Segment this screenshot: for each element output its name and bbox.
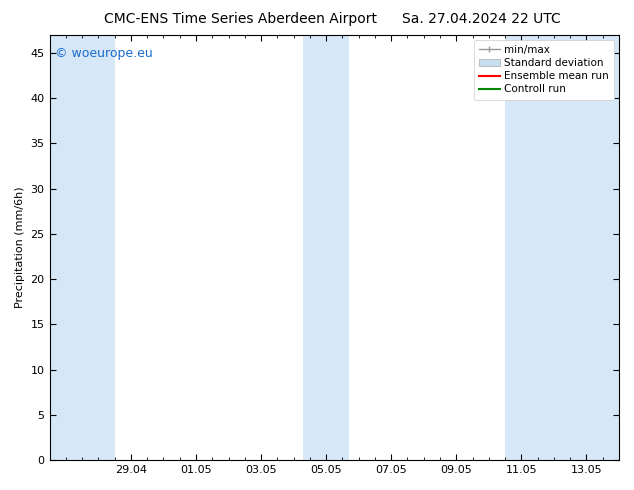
- Text: © woeurope.eu: © woeurope.eu: [55, 48, 153, 60]
- Legend: min/max, Standard deviation, Ensemble mean run, Controll run: min/max, Standard deviation, Ensemble me…: [474, 40, 614, 99]
- Text: CMC-ENS Time Series Aberdeen Airport: CMC-ENS Time Series Aberdeen Airport: [105, 12, 377, 26]
- Text: Sa. 27.04.2024 22 UTC: Sa. 27.04.2024 22 UTC: [403, 12, 561, 26]
- Bar: [505, 35, 619, 460]
- Bar: [49, 35, 115, 460]
- Y-axis label: Precipitation (mm/6h): Precipitation (mm/6h): [15, 187, 25, 308]
- Bar: [303, 35, 349, 460]
